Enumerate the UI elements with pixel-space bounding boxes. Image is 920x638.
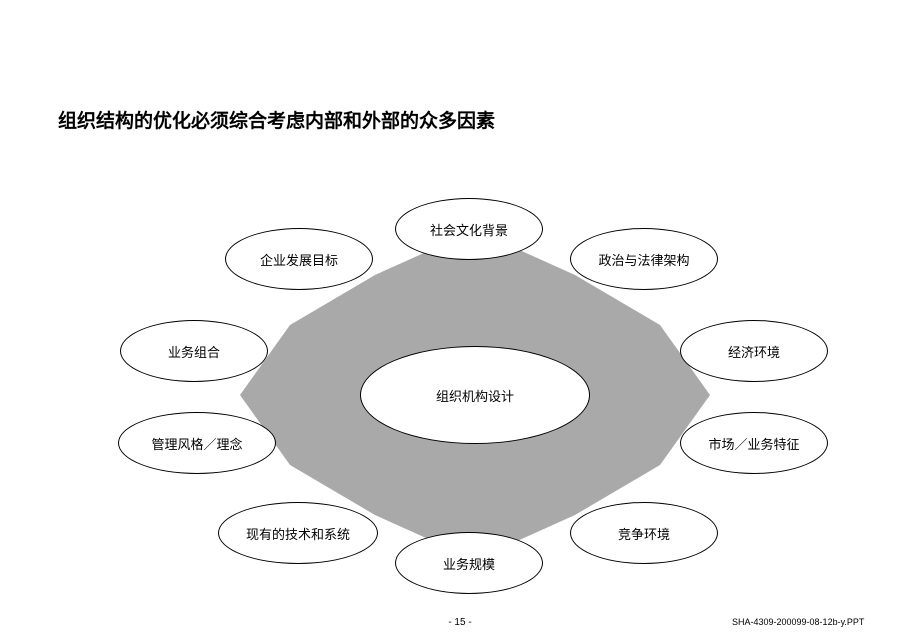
factor-node-n1: 社会文化背景 <box>395 198 543 260</box>
factor-node-n10: 企业发展目标 <box>225 228 373 290</box>
factor-node-n6: 业务规模 <box>395 532 543 594</box>
center-ellipse: 组织机构设计 <box>360 346 590 444</box>
footer-filename: SHA-4309-200099-08-12b-y.PPT <box>732 617 864 627</box>
factor-label: 企业发展目标 <box>260 250 338 269</box>
slide-title-text: 组织结构的优化必须综合考虑内部和外部的众多因素 <box>58 111 495 132</box>
factor-label: 竞争环境 <box>618 524 670 543</box>
center-label: 组织机构设计 <box>436 386 514 405</box>
factor-label: 业务规模 <box>443 554 495 573</box>
factor-label: 政治与法律架构 <box>598 250 689 269</box>
factor-label: 管理风格／理念 <box>151 434 242 453</box>
slide-title: 组织结构的优化必须综合考虑内部和外部的众多因素 <box>58 106 495 133</box>
factor-node-n3: 经济环境 <box>680 320 828 382</box>
factor-node-n7: 现有的技术和系统 <box>218 502 378 564</box>
factor-label: 现有的技术和系统 <box>246 524 350 543</box>
factor-node-n2: 政治与法律架构 <box>570 228 718 290</box>
footer-filename-text: SHA-4309-200099-08-12b-y.PPT <box>732 617 864 627</box>
factor-node-n9: 业务组合 <box>120 320 268 382</box>
factor-label: 市场／业务特征 <box>708 434 799 453</box>
factor-label: 业务组合 <box>168 342 220 361</box>
factor-node-n4: 市场／业务特征 <box>680 412 828 474</box>
factor-node-n8: 管理风格／理念 <box>118 412 276 474</box>
factor-node-n5: 竞争环境 <box>570 502 718 564</box>
page-number-text: - 15 - <box>448 617 471 628</box>
factor-label: 经济环境 <box>728 342 780 361</box>
factor-label: 社会文化背景 <box>430 220 508 239</box>
